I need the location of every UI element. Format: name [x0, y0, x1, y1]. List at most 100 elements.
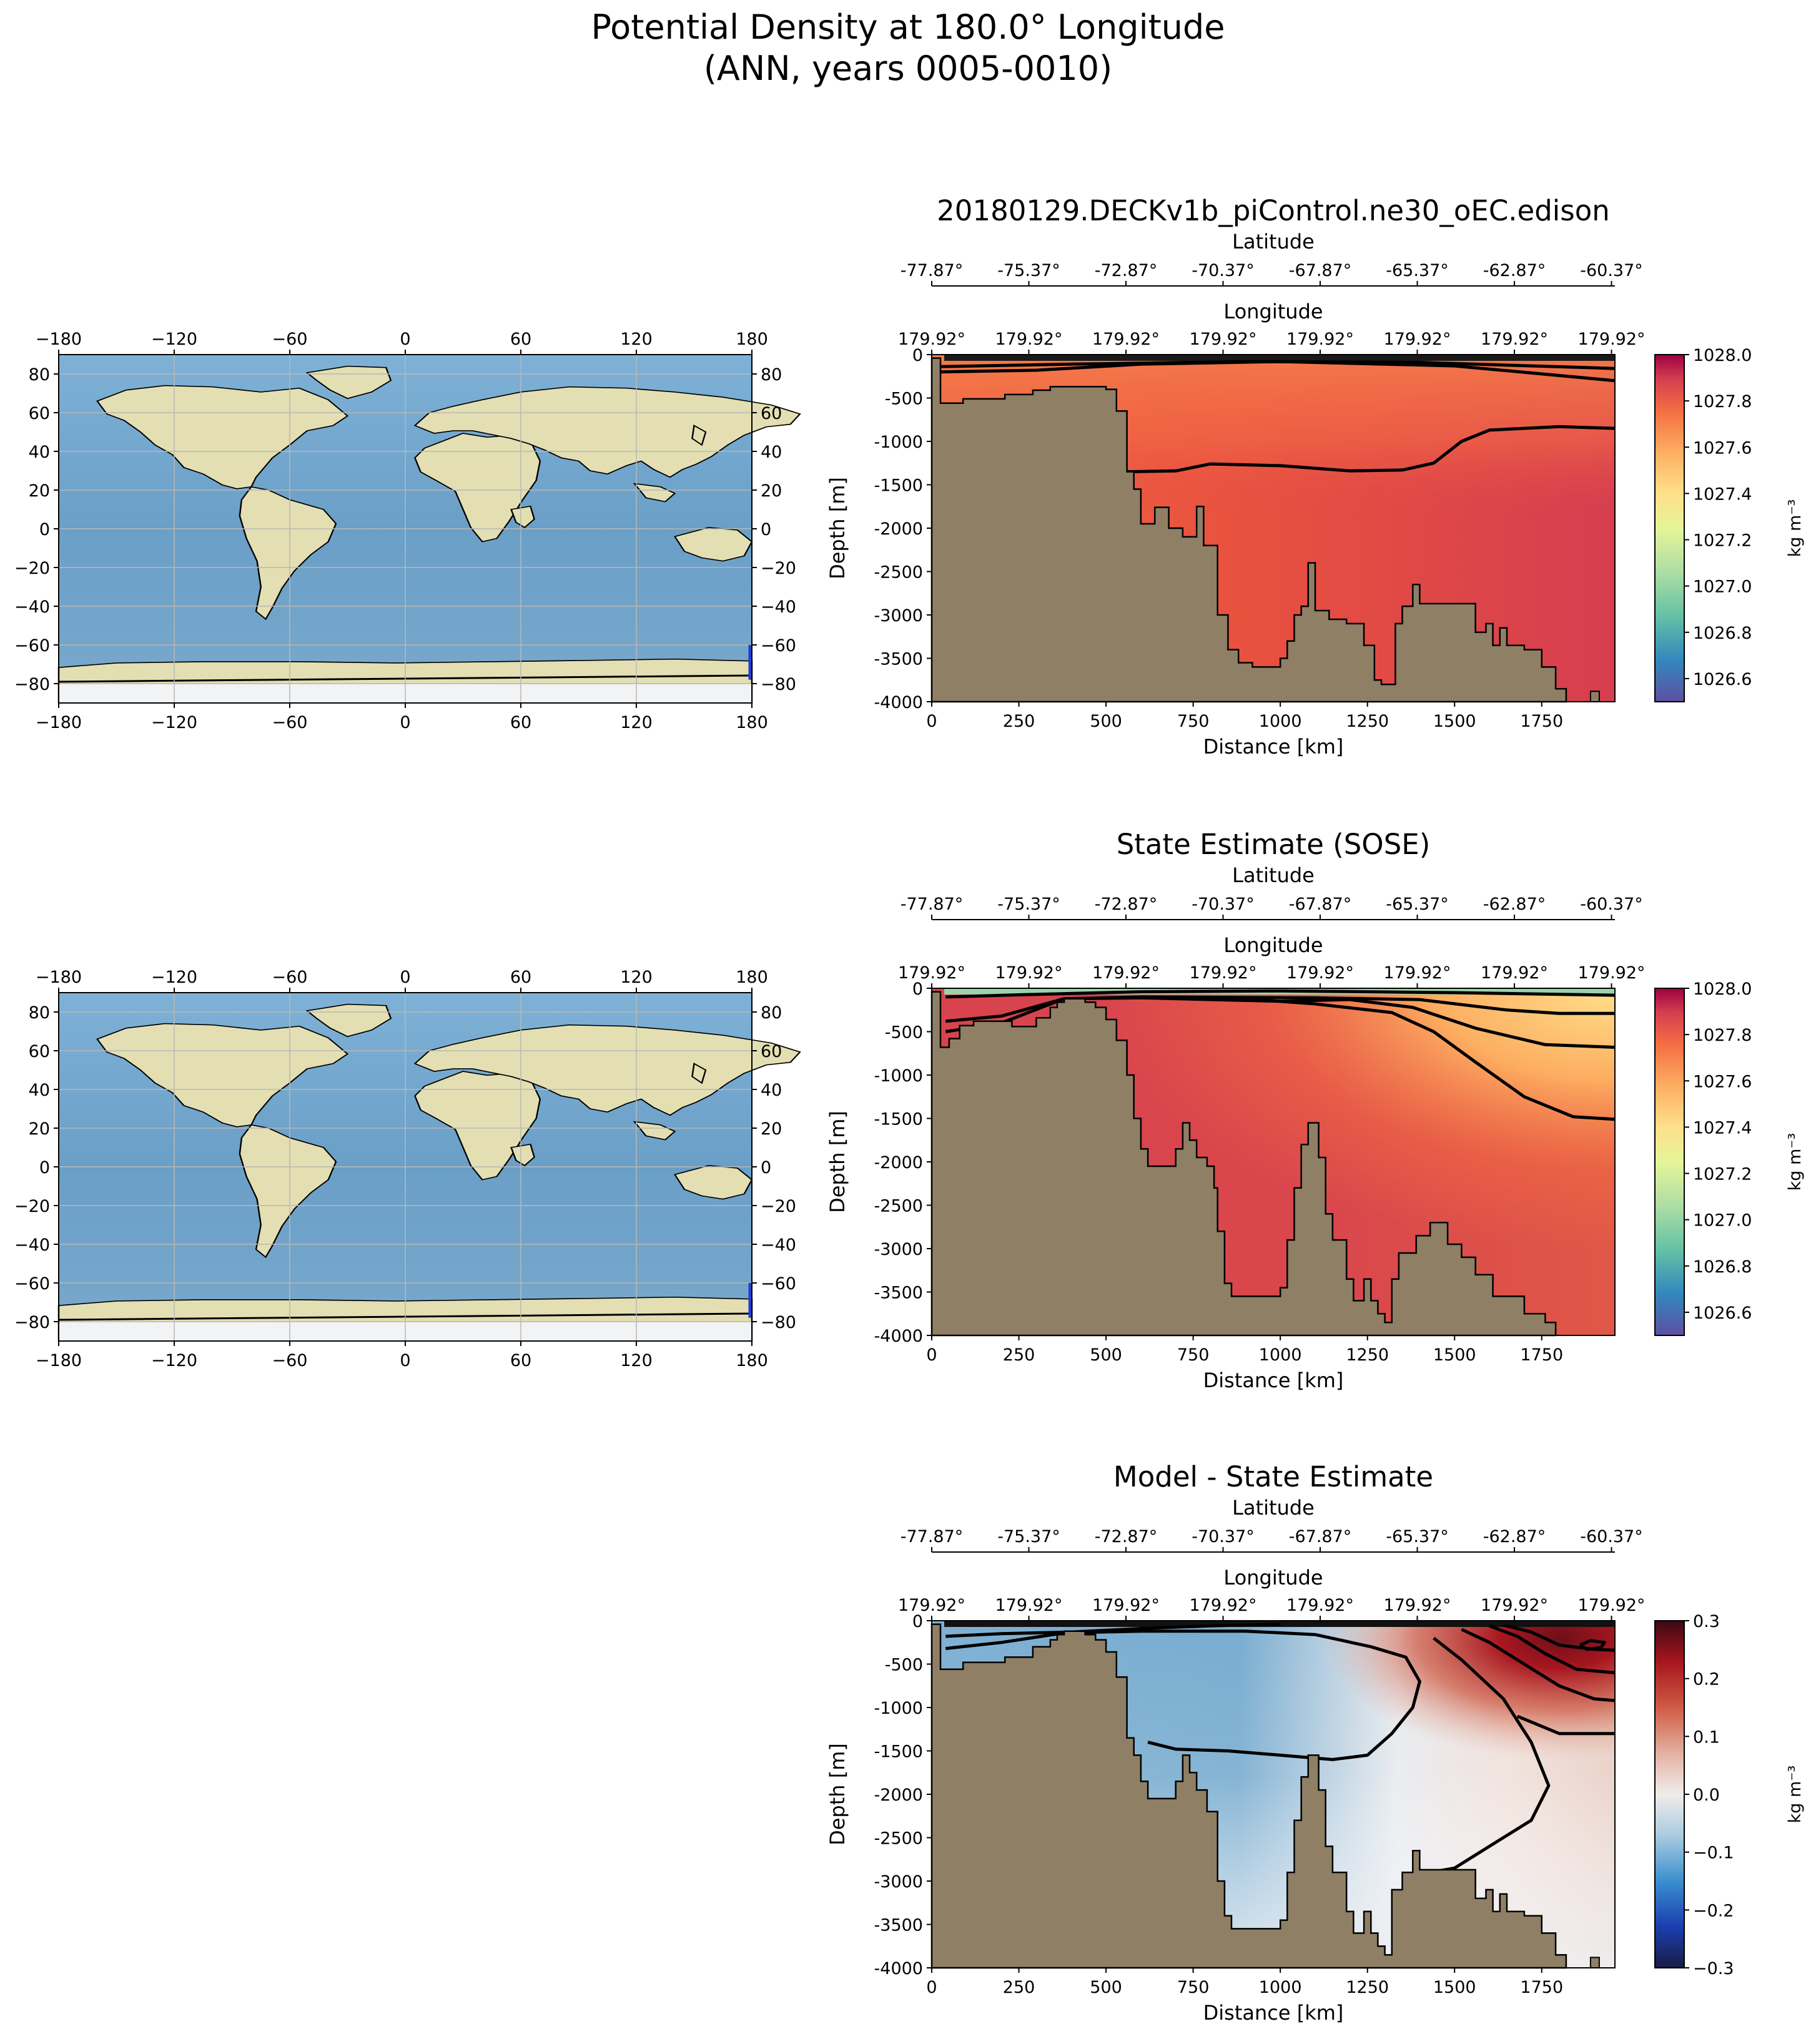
map-lat-label-right: −80	[761, 675, 796, 694]
longitude-tick-label: 179.92°	[1092, 963, 1160, 983]
map-lat-label-right: 60	[761, 404, 782, 423]
map-lat-label-right: 40	[761, 1081, 782, 1100]
distance-tick-label: 750	[1177, 1345, 1210, 1365]
map-lon-label-bottom: 120	[620, 713, 653, 732]
latitude-axis-label: Latitude	[1232, 863, 1315, 887]
section-contour-line	[1489, 1624, 1616, 1674]
colorbar-label: kg m⁻³	[1785, 499, 1805, 558]
depth-axis-label: Depth [m]	[826, 1743, 849, 1845]
distance-tick-label: 250	[1003, 712, 1035, 731]
depth-tick-label: -2500	[874, 1829, 923, 1849]
map-lon-label-top: −180	[36, 968, 82, 987]
colorbar-tick-label: 0.2	[1693, 1670, 1720, 1689]
world-map-1: −180 −180 −120 −120 −60 −60 0 0 60 60 120 120 180 180…	[14, 330, 801, 732]
depth-tick-label: -3500	[874, 1916, 923, 1935]
latitude-tick-label: -67.87°	[1289, 895, 1352, 914]
depth-tick-label: -3000	[874, 1872, 923, 1892]
longitude-tick-label: 179.92°	[1190, 963, 1257, 983]
map-lat-label-right: −60	[761, 1274, 796, 1294]
map-lon-label-bottom: −120	[151, 1351, 197, 1370]
map-lat-label-right: 40	[761, 443, 782, 462]
depth-tick-label: -4000	[874, 1327, 923, 1346]
colorbar-tick-label: 1027.8	[1693, 1026, 1752, 1045]
map-lat-label-left: 0	[39, 520, 50, 539]
colorbar-tick-label: −0.3	[1693, 1959, 1734, 1978]
depth-tick-label: -3500	[874, 1284, 923, 1303]
distance-axis-label: Distance [km]	[1203, 1368, 1344, 1392]
distance-tick-label: 1000	[1259, 712, 1302, 731]
depth-tick-label: -2000	[874, 1786, 923, 1805]
section-seafloor	[930, 991, 1557, 1337]
depth-tick-label: -3000	[874, 606, 923, 626]
longitude-axis-label: Longitude	[1223, 300, 1323, 323]
map-lon-label-top: −60	[272, 330, 308, 349]
map-lon-label-bottom: −60	[272, 713, 308, 732]
colorbar-tick-label: 1027.8	[1693, 392, 1752, 411]
map-lon-label-top: 120	[620, 330, 653, 349]
map-lat-label-left: 80	[29, 1003, 50, 1023]
map-lon-label-bottom: 0	[400, 1351, 410, 1370]
depth-tick-label: -2500	[874, 1197, 923, 1216]
section-contour-line	[1127, 425, 1616, 474]
distance-tick-label: 250	[1003, 1345, 1035, 1365]
latitude-tick-label: -75.37°	[997, 895, 1060, 914]
longitude-axis-label: Longitude	[1223, 1566, 1323, 1590]
longitude-tick-label: 179.92°	[1578, 330, 1646, 349]
distance-tick-label: 0	[926, 1978, 937, 1997]
depth-tick-label: -1000	[874, 1066, 923, 1086]
latitude-tick-label: -77.87°	[901, 895, 964, 914]
distance-tick-label: 1250	[1346, 1978, 1389, 1997]
map-lon-label-top: 0	[400, 968, 410, 987]
colorbar-tick-label: 0.0	[1693, 1786, 1720, 1805]
latitude-tick-label: -65.37°	[1386, 895, 1449, 914]
distance-tick-label: 750	[1177, 1978, 1210, 1997]
latitude-axis-label: Latitude	[1232, 1496, 1315, 1520]
longitude-tick-label: 179.92°	[898, 330, 965, 349]
depth-tick-label: -1000	[874, 1699, 923, 1718]
map-lon-label-top: 180	[736, 968, 768, 987]
distance-tick-label: 1750	[1520, 1978, 1563, 1997]
map-lat-label-left: −20	[14, 1197, 50, 1216]
latitude-tick-label: -60.37°	[1580, 895, 1643, 914]
figure-title-line1: Potential Density at 180.0° Longitude	[591, 7, 1225, 47]
section-contour-line	[945, 996, 1616, 1049]
map-lat-label-left: −20	[14, 559, 50, 578]
section-contour-line	[1579, 1639, 1606, 1651]
longitude-tick-label: 179.92°	[1286, 1596, 1354, 1615]
map-lon-label-bottom: −180	[36, 1351, 82, 1370]
map-lat-label-left: 20	[29, 481, 50, 501]
distance-axis-label: Distance [km]	[1203, 735, 1344, 759]
section-seafloor	[930, 1623, 1567, 1969]
map-lat-label-left: 60	[29, 404, 50, 423]
latitude-tick-label: -65.37°	[1386, 261, 1449, 280]
colorbar-tick-label: 1027.6	[1693, 1072, 1752, 1091]
section-title: 20180129.DECKv1b_piControl.ne30_oEC.edis…	[937, 194, 1610, 227]
depth-tick-label: -2000	[874, 519, 923, 539]
section-contour-line	[1516, 1714, 1615, 1736]
section-panel-model: 20180129.DECKv1b_piControl.ne30_oEC.edis…	[826, 194, 1805, 759]
depth-tick-label: -3500	[874, 650, 923, 669]
distance-tick-label: 0	[926, 712, 937, 731]
map-lon-label-bottom: −180	[36, 713, 82, 732]
distance-tick-label: 250	[1003, 1978, 1035, 1997]
section-title: State Estimate (SOSE)	[1117, 828, 1431, 861]
map-lon-label-top: −120	[151, 968, 197, 987]
latitude-tick-label: -72.87°	[1095, 1527, 1158, 1546]
section-contour-line	[1429, 1636, 1551, 1874]
longitude-tick-label: 179.92°	[1092, 1596, 1160, 1615]
latitude-tick-label: -65.37°	[1386, 1527, 1449, 1546]
depth-axis-label: Depth [m]	[826, 477, 849, 579]
map-lon-label-top: 120	[620, 968, 653, 987]
latitude-tick-label: -62.87°	[1483, 261, 1546, 280]
longitude-axis-label: Longitude	[1223, 933, 1323, 957]
map-lat-label-left: −40	[14, 597, 50, 617]
longitude-tick-label: 179.92°	[1578, 1596, 1646, 1615]
depth-tick-label: -4000	[874, 1959, 923, 1978]
distance-tick-label: 1000	[1259, 1345, 1302, 1365]
map-lat-label-right: 80	[761, 365, 782, 385]
map-lat-label-right: −20	[761, 559, 796, 578]
colorbar-tick-label: 1027.0	[1693, 1211, 1752, 1231]
distance-tick-label: 500	[1090, 1978, 1122, 1997]
longitude-tick-label: 179.92°	[1286, 330, 1354, 349]
latitude-tick-label: -60.37°	[1580, 261, 1643, 280]
